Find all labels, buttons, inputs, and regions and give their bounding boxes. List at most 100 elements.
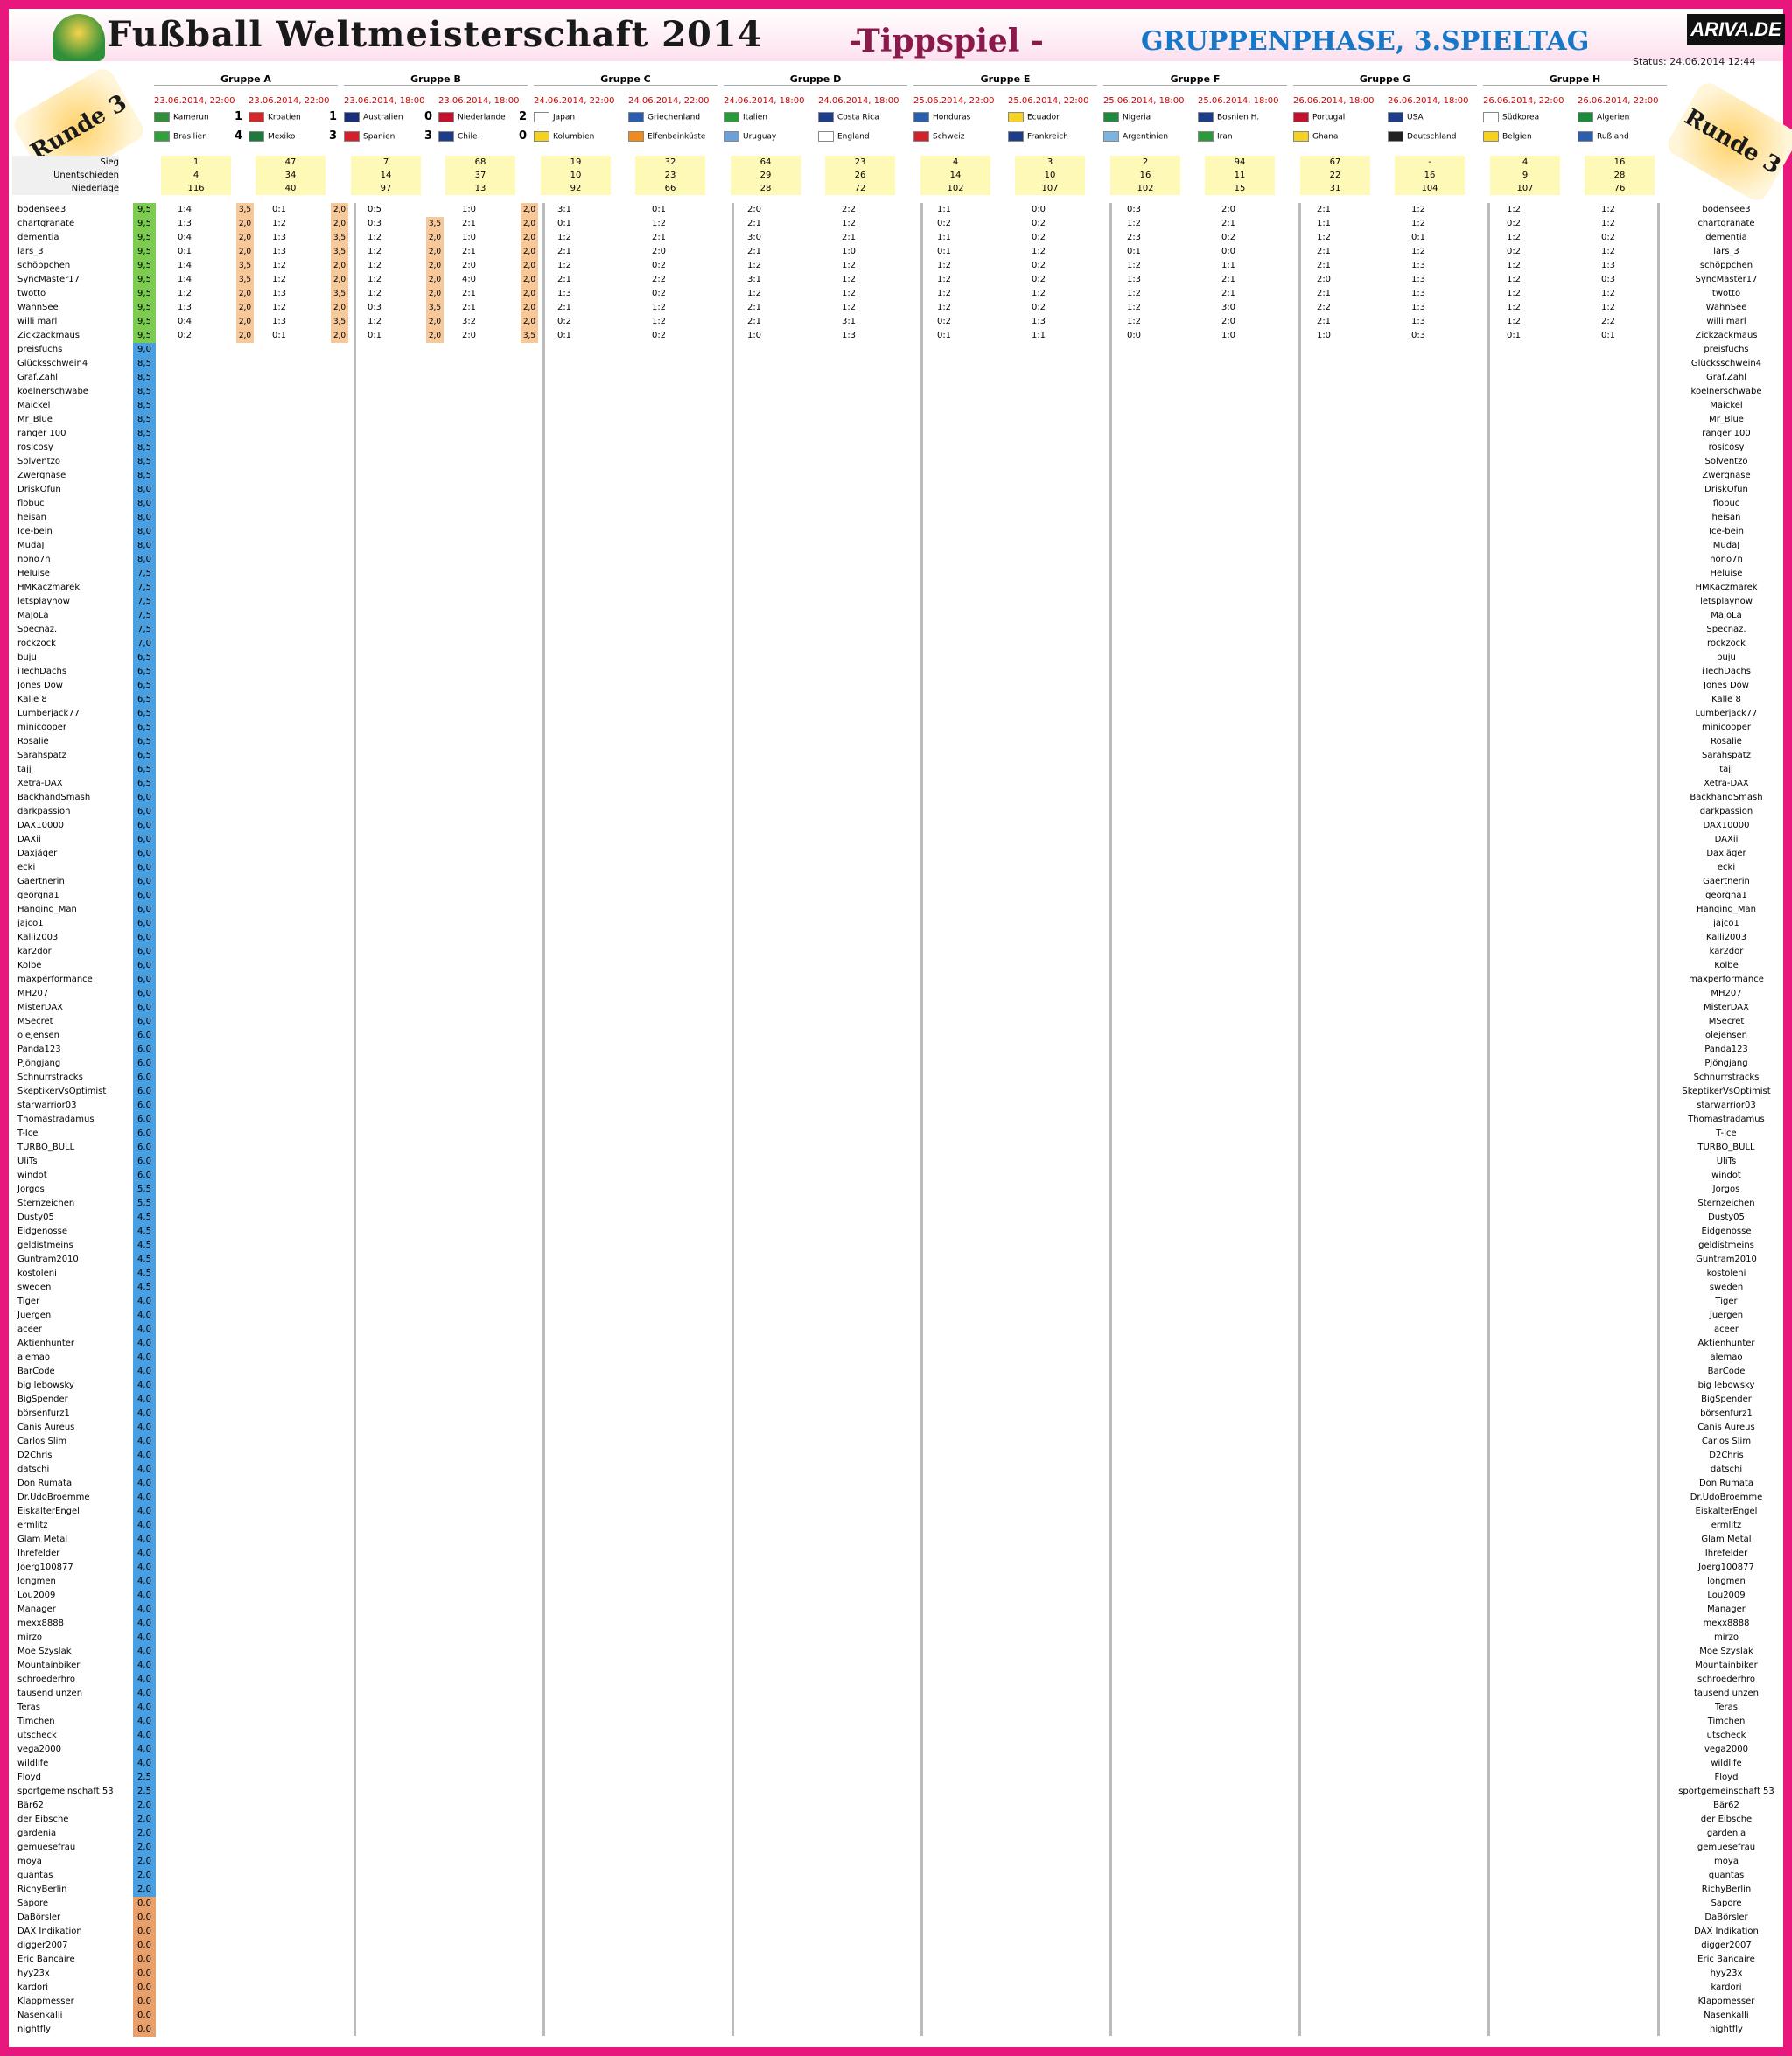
player-name-right[interactable]: BarCode: [1707, 1367, 1746, 1376]
player-name[interactable]: willi marl: [18, 317, 58, 326]
player-name[interactable]: tausend unzen: [18, 1689, 83, 1698]
player-name-right[interactable]: kardori: [1711, 1983, 1742, 1992]
player-name[interactable]: starwarrior03: [18, 1101, 77, 1110]
player-name-right[interactable]: gemuesefrau: [1697, 1843, 1756, 1852]
player-name-right[interactable]: Thomastradamus: [1688, 1115, 1765, 1124]
player-name[interactable]: MaJoLa: [18, 611, 49, 620]
player-name[interactable]: Sapore: [18, 1899, 48, 1908]
player-name-right[interactable]: koelnerschwabe: [1690, 387, 1762, 396]
player-name[interactable]: Carlos Slim: [18, 1437, 67, 1446]
player-name-right[interactable]: ermlitz: [1711, 1521, 1742, 1530]
player-name[interactable]: alemao: [18, 1353, 51, 1362]
player-name[interactable]: darkpassion: [18, 807, 71, 816]
player-name-right[interactable]: Jorgos: [1712, 1185, 1740, 1194]
player-name-right[interactable]: preisfuchs: [1704, 345, 1749, 354]
player-name-right[interactable]: BackhandSmash: [1690, 793, 1763, 802]
player-name[interactable]: Klappmesser: [18, 1997, 74, 2006]
player-name[interactable]: Dusty05: [18, 1213, 54, 1222]
player-name-right[interactable]: quantas: [1708, 1871, 1745, 1880]
player-name[interactable]: Don Rumata: [18, 1479, 73, 1488]
player-name[interactable]: ermlitz: [18, 1521, 48, 1530]
player-name[interactable]: Ihrefelder: [18, 1549, 60, 1558]
player-name[interactable]: big lebowsky: [18, 1381, 74, 1390]
player-name[interactable]: schroederhro: [18, 1675, 75, 1684]
player-name[interactable]: koelnerschwabe: [18, 387, 88, 396]
player-name[interactable]: Maickel: [18, 401, 51, 410]
player-name-right[interactable]: gardenia: [1706, 1829, 1746, 1838]
player-name-right[interactable]: HMKaczmarek: [1695, 583, 1758, 592]
player-name-right[interactable]: WahnSee: [1705, 303, 1747, 312]
player-name[interactable]: rosicosy: [18, 443, 53, 452]
player-name-right[interactable]: big lebowsky: [1698, 1381, 1755, 1390]
player-name[interactable]: Mr_Blue: [18, 415, 52, 424]
player-name-right[interactable]: Lou2009: [1707, 1591, 1746, 1600]
player-name-right[interactable]: Glam Metal: [1701, 1535, 1752, 1544]
player-name-right[interactable]: Zwergnase: [1702, 471, 1751, 480]
player-name[interactable]: Joerg100877: [18, 1563, 74, 1572]
player-name[interactable]: Juergen: [18, 1311, 52, 1320]
player-name[interactable]: börsenfurz1: [18, 1409, 70, 1418]
player-name-right[interactable]: nightfly: [1710, 2025, 1743, 2034]
player-name[interactable]: WahnSee: [18, 303, 59, 312]
player-name[interactable]: BarCode: [18, 1367, 55, 1376]
player-name[interactable]: Dr.UdoBroemme: [18, 1493, 90, 1502]
player-name[interactable]: kardori: [18, 1983, 49, 1992]
player-name-right[interactable]: buju: [1717, 653, 1736, 662]
player-name-right[interactable]: jajco1: [1713, 919, 1740, 928]
player-name-right[interactable]: tajj: [1719, 765, 1733, 774]
player-name[interactable]: Schnurrstracks: [18, 1073, 83, 1082]
player-name[interactable]: kar2dor: [18, 947, 52, 956]
player-name[interactable]: chartgranate: [18, 219, 75, 228]
player-name[interactable]: Kolbe: [18, 961, 42, 970]
player-name[interactable]: jajco1: [18, 919, 44, 928]
player-name[interactable]: Pjöngjang: [18, 1059, 61, 1068]
player-name[interactable]: schöppchen: [18, 261, 71, 270]
player-name-right[interactable]: georgna1: [1705, 891, 1747, 900]
player-name[interactable]: Nasenkalli: [18, 2011, 63, 2020]
player-name-right[interactable]: TURBO_BULL: [1698, 1143, 1755, 1152]
player-name[interactable]: Glücksschwein4: [18, 359, 88, 368]
player-name[interactable]: T-Ice: [18, 1129, 38, 1138]
player-name[interactable]: SyncMaster17: [18, 275, 80, 284]
player-name[interactable]: Mountainbiker: [18, 1661, 80, 1670]
player-name[interactable]: Guntram2010: [18, 1255, 79, 1264]
player-name-right[interactable]: Tiger: [1715, 1297, 1738, 1306]
player-name-right[interactable]: flobuc: [1712, 499, 1740, 508]
player-name-right[interactable]: Bär62: [1713, 1801, 1740, 1810]
player-name[interactable]: windot: [18, 1171, 47, 1180]
player-name[interactable]: moya: [18, 1857, 42, 1866]
player-name-right[interactable]: Zickzackmaus: [1695, 331, 1758, 340]
player-name[interactable]: der Eibsche: [18, 1815, 69, 1824]
player-name-right[interactable]: Joerg100877: [1698, 1563, 1754, 1572]
player-name[interactable]: Aktienhunter: [18, 1339, 75, 1348]
player-name[interactable]: Jorgos: [18, 1185, 45, 1194]
player-name-right[interactable]: ecki: [1717, 863, 1736, 872]
player-name[interactable]: lars_3: [18, 247, 44, 256]
player-name-right[interactable]: dementia: [1705, 233, 1747, 242]
player-name-right[interactable]: windot: [1712, 1171, 1741, 1180]
player-name[interactable]: Glam Metal: [18, 1535, 68, 1544]
player-name-right[interactable]: MisterDAX: [1703, 1003, 1750, 1012]
player-name[interactable]: tajj: [18, 765, 32, 774]
player-name-right[interactable]: Hanging_Man: [1697, 905, 1756, 914]
player-name[interactable]: Canis Aureus: [18, 1423, 75, 1432]
player-name-right[interactable]: börsenfurz1: [1700, 1409, 1753, 1418]
player-name[interactable]: Daxjäger: [18, 849, 58, 858]
player-name-right[interactable]: Mountainbiker: [1695, 1661, 1758, 1670]
player-name-right[interactable]: Canis Aureus: [1698, 1423, 1755, 1432]
player-name-right[interactable]: EiskalterEngel: [1695, 1507, 1758, 1516]
player-name-right[interactable]: maxperformance: [1689, 975, 1764, 984]
player-name-right[interactable]: DaBörsler: [1704, 1913, 1748, 1922]
player-name-right[interactable]: lars_3: [1713, 247, 1740, 256]
player-name-right[interactable]: chartgranate: [1698, 219, 1755, 228]
player-name-right[interactable]: datschi: [1710, 1465, 1743, 1474]
player-name-right[interactable]: Pjöngjang: [1704, 1059, 1748, 1068]
player-name[interactable]: TURBO_BULL: [18, 1143, 75, 1152]
player-name[interactable]: olejensen: [18, 1031, 60, 1040]
player-name-right[interactable]: starwarrior03: [1697, 1101, 1756, 1110]
player-name-right[interactable]: schroederhro: [1698, 1675, 1755, 1684]
player-name-right[interactable]: Kolbe: [1714, 961, 1739, 970]
player-name[interactable]: Timchen: [18, 1717, 55, 1726]
player-name-right[interactable]: heisan: [1712, 513, 1741, 522]
player-name[interactable]: sweden: [18, 1283, 52, 1292]
